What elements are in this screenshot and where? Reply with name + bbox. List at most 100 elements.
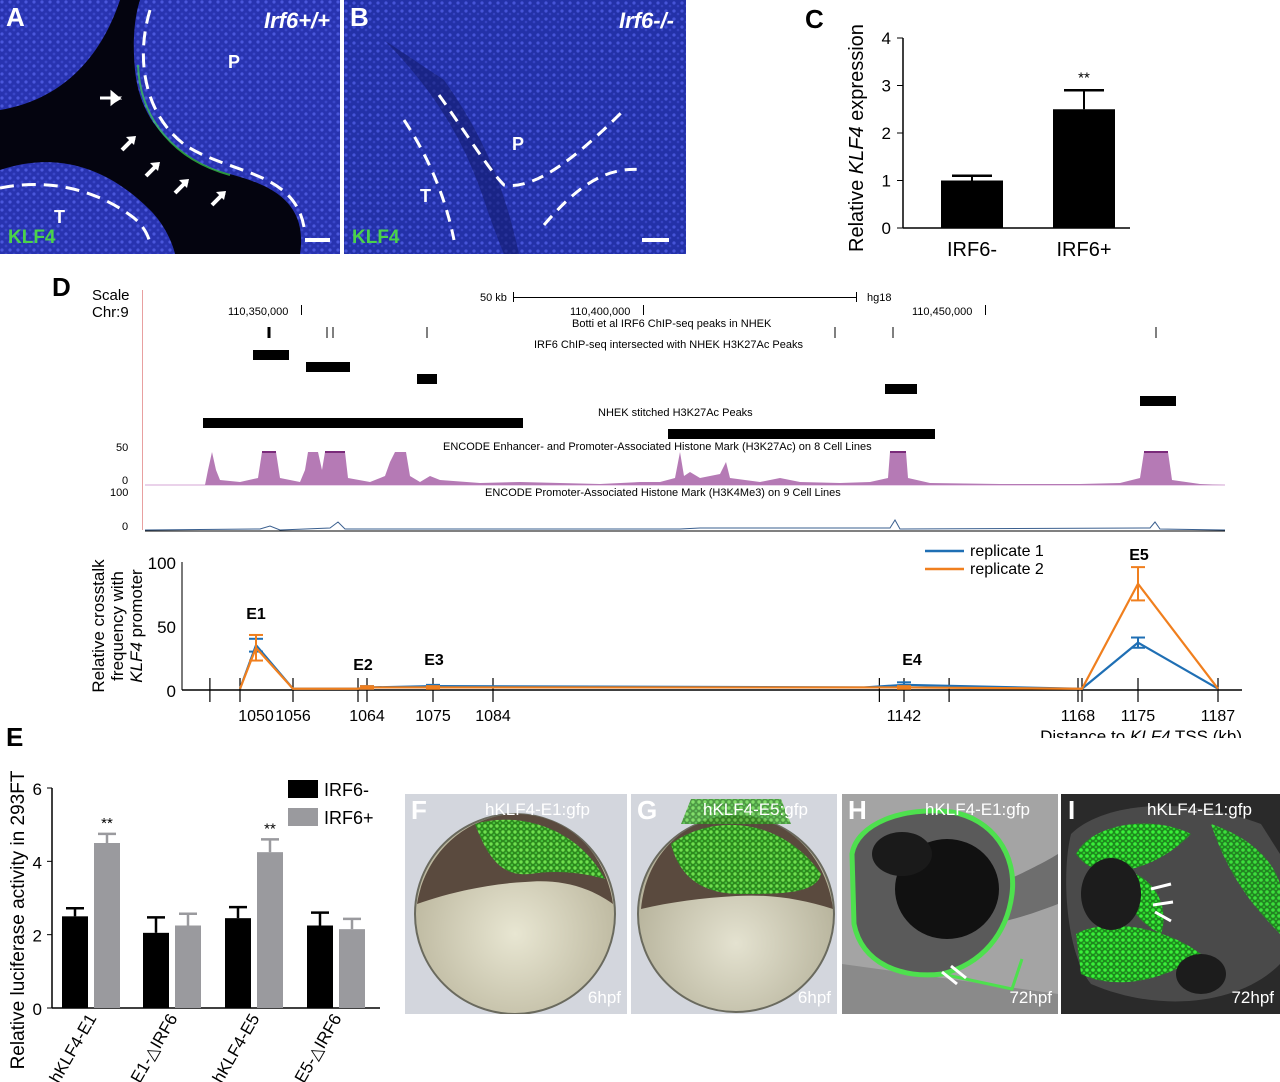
e-y-tick-label: 6 — [33, 780, 42, 799]
coord-3-tick — [985, 305, 986, 315]
e-legend-label: IRF6+ — [324, 808, 374, 828]
panel-a-label-p: P — [228, 52, 241, 72]
h3k27ac-axis-max: 50 — [116, 442, 129, 454]
h3k4me3-axis-min: 0 — [122, 521, 129, 533]
panel-g-letter: G — [637, 795, 658, 825]
d-peak-label: E3 — [424, 652, 444, 669]
enhancer-boxes — [253, 350, 1176, 406]
e-y-tick-label: 2 — [33, 927, 42, 946]
c-y-tick-label: 0 — [882, 219, 891, 238]
c-bar — [1053, 109, 1115, 228]
d-x-tick-label: 1050 — [238, 708, 274, 725]
panel-a-micrograph: A Irf6+/+ P T KLF4 — [0, 0, 340, 254]
panel-b-stain-label: KLF4 — [352, 227, 400, 248]
e-significance: ** — [264, 820, 276, 837]
panel-d-chart: 0 50 100 1050 1056 1064 1075 1084 1142 1168 1175 11… — [89, 543, 1242, 738]
d-peak-label: E5 — [1129, 547, 1149, 564]
e-bar-irf6-minus — [62, 916, 88, 1008]
e-category-label: E5-△IRF6 — [291, 1011, 346, 1082]
coord-1: 110,350,000 — [228, 306, 289, 318]
panel-a-stain-label: KLF4 — [8, 227, 56, 248]
panel-h-letter: H — [848, 795, 867, 825]
d-replicate-1-line — [238, 641, 1219, 690]
c-y-tick-label: 2 — [882, 124, 891, 143]
e-bar-irf6-plus — [175, 925, 201, 1008]
d-y-tick-label: 50 — [157, 618, 176, 637]
panel-h-construct: hKLF4-E1:gfp — [925, 800, 1030, 819]
e-bar-irf6-plus — [339, 929, 365, 1008]
panel-b-label-p: P — [512, 134, 525, 154]
c-y-tick-label: 1 — [882, 172, 891, 191]
panel-c-letter: C — [805, 4, 824, 34]
panel-a-letter: A — [6, 2, 25, 32]
c-significance: ** — [1078, 69, 1090, 86]
d-y-tick-label: 100 — [148, 554, 176, 573]
chr-label: Chr:9 — [92, 304, 129, 321]
panel-e-letter: E — [6, 722, 24, 752]
h3k27ac-axis-min: 0 — [122, 475, 129, 487]
panel-i-letter: I — [1068, 795, 1076, 825]
scalebar-label: 50 kb — [480, 292, 507, 304]
panel-c-chart: 0 1 2 3 4 IRF6- ** IRF6+ Relative KLF4 expressio… — [846, 24, 1130, 261]
panel-h-arrows — [941, 964, 967, 986]
e-legend-swatch — [288, 808, 318, 826]
track-label-h3k27ac: ENCODE Enhancer- and Promoter-Associated… — [443, 441, 872, 453]
e-y-axis-label: Relative luciferase activity in 293FT — [8, 770, 29, 1069]
e-legend-label: IRF6- — [324, 780, 369, 800]
panel-h-stage: 72hpf — [1009, 988, 1052, 1007]
panel-i-construct: hKLF4-E1:gfp — [1147, 800, 1252, 819]
scalebar — [513, 297, 856, 298]
panel-b-label-t: T — [420, 186, 431, 206]
d-x-tick-label: 1187 — [1201, 708, 1236, 725]
track-label-stitched: NHEK stitched H3K27Ac Peaks — [598, 407, 753, 419]
panel-d-letter: D — [52, 272, 71, 302]
track-label-intersect: IRF6 ChIP-seq intersected with NHEK H3K2… — [534, 339, 804, 351]
d-peak-label: E2 — [353, 657, 373, 674]
genome-tracks — [144, 327, 1226, 532]
panel-i-larva-image — [1061, 794, 1280, 1014]
d-y-tick-label: 0 — [167, 682, 176, 701]
stitched-peaks — [203, 418, 935, 439]
e-legend-swatch — [288, 780, 318, 798]
chip-seq-peaks — [267, 327, 1157, 338]
panel-b-micrograph: B Irf6-/- P T KLF4 — [344, 0, 686, 254]
d-y-axis-label: frequency with — [108, 571, 127, 681]
c-y-axis-label: Relative KLF4 expression — [846, 24, 868, 252]
e-category-label: hKLF4-E1 — [46, 1011, 101, 1082]
d-x-tick-label: 1175 — [1121, 708, 1156, 725]
h3k27ac-signal — [145, 451, 1225, 486]
d-peak-label: E4 — [902, 652, 922, 669]
e-category-label: E1-△IRF6 — [127, 1011, 182, 1082]
d-x-tick-label: 1056 — [275, 708, 311, 725]
panel-g-stage: 6hpf — [797, 988, 831, 1007]
panel-f-construct: hKLF4-E1:gfp — [485, 800, 590, 819]
browser-left-border — [142, 290, 143, 530]
h3k4me3-axis-max: 100 — [110, 487, 129, 499]
panel-h-larva: hKLF4-E1:gfp 72hpf — [842, 794, 1058, 1014]
panel-g-embryo: hKLF4-E5:gfp 6hpf — [631, 794, 837, 1014]
panel-h-larva-image — [842, 794, 1058, 1014]
e-bar-irf6-minus — [307, 925, 333, 1008]
scalebar-right-tick — [856, 292, 857, 302]
panel-f-embryo-image — [414, 813, 616, 1014]
d-legend-label: replicate 1 — [970, 543, 1044, 560]
e-category-label: hKLF4-E5 — [209, 1011, 264, 1082]
coord-3: 110,450,000 — [912, 306, 973, 318]
assembly-label: hg18 — [867, 292, 892, 304]
coord-1-tick — [301, 305, 302, 315]
c-y-tick-label: 3 — [882, 77, 891, 96]
panel-e-chart: 0 2 4 6 ** ** hKLF4-E1 E1-△IRF6 hKLF4-E5 E5-△IRF6… — [8, 770, 380, 1082]
c-category-label: IRF6+ — [1056, 239, 1111, 261]
panel-b-tissue — [344, 0, 686, 254]
d-x-tick-label: 1142 — [887, 708, 922, 725]
panel-f-embryo: hKLF4-E1:gfp 6hpf — [405, 794, 627, 1014]
track-label-h3k4me3: ENCODE Promoter-Associated Histone Mark … — [485, 487, 841, 499]
panel-a-tissue — [0, 0, 340, 254]
d-x-tick-label: 1168 — [1061, 708, 1096, 725]
d-x-axis-label: Distance to KLF4 TSS (kb) — [1040, 727, 1242, 738]
d-x-tick-label: 1064 — [349, 708, 385, 725]
c-y-tick-label: 4 — [882, 29, 891, 48]
e-y-tick-label: 4 — [33, 853, 42, 872]
coord-2-tick — [643, 305, 644, 315]
c-category-label: IRF6- — [947, 239, 997, 261]
